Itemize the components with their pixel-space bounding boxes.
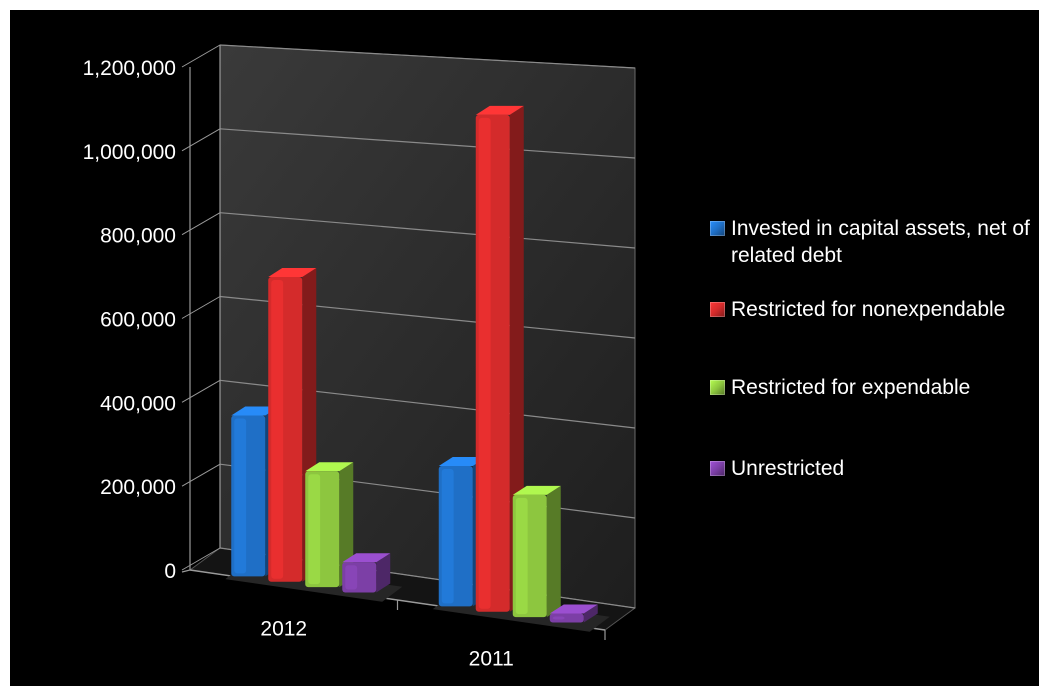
bar-highlight <box>515 497 528 615</box>
bar-top <box>268 268 317 278</box>
gridline <box>219 212 636 249</box>
bar <box>342 553 391 593</box>
legend-item-unrestricted: Unrestricted <box>710 455 1041 482</box>
bar-top <box>231 406 280 416</box>
x-tick-label: 2011 <box>469 648 514 671</box>
bar-top <box>305 462 354 472</box>
bar-top <box>549 604 598 614</box>
y-tick-label: 800,000 <box>100 225 176 248</box>
x-tick-label: 2012 <box>260 618 307 641</box>
chart-plot: 0 200,000 400,000 600,000 800,000 1,000,000 1,… <box>83 44 637 671</box>
legend-swatch-restricted-expendable <box>710 380 725 395</box>
y-tick <box>181 128 221 152</box>
legend-item-restricted-expendable: Restricted for expendable <box>710 374 1041 401</box>
y-tick-label: 1,200,000 <box>83 57 176 80</box>
y-tick <box>181 547 221 571</box>
gridline <box>219 128 636 159</box>
y-tick-label: 0 <box>164 560 176 583</box>
bar-highlight <box>234 418 247 574</box>
bar-highlight <box>345 565 358 590</box>
y-tick <box>181 212 221 236</box>
y-tick-label: 400,000 <box>100 392 176 415</box>
bar-side <box>583 604 598 623</box>
bar-side <box>509 105 524 612</box>
legend-label-unrestricted: Unrestricted <box>731 457 845 480</box>
bars <box>225 105 610 632</box>
y-tick <box>181 463 221 487</box>
y-tick-label: 200,000 <box>100 476 176 499</box>
bar-top <box>438 456 487 466</box>
bar-highlight <box>552 616 565 620</box>
bar-highlight <box>441 468 454 604</box>
legend-label-restricted-nonexpendable: Restricted for nonexpendable <box>731 298 1006 321</box>
bar-top <box>512 485 561 495</box>
bar-side <box>546 485 561 618</box>
legend-swatch-unrestricted <box>710 461 725 476</box>
bar <box>512 485 561 618</box>
bar-highlight <box>478 117 491 609</box>
legend-item-restricted-nonexpendable: Restricted for nonexpendable <box>710 296 1041 323</box>
legend-label-restricted-expendable: Restricted for expendable <box>731 376 971 399</box>
bar-top <box>475 105 524 115</box>
bar-top <box>342 553 391 563</box>
bar-side <box>339 462 354 588</box>
x-tick <box>181 569 191 573</box>
gridline <box>219 44 636 69</box>
bar <box>475 105 524 612</box>
chart-frame: 0 200,000 400,000 600,000 800,000 1,000,000 1,… <box>10 10 1039 686</box>
y-tick <box>181 379 221 403</box>
legend-item-invested: Invested in capital assets, net of relat… <box>710 215 1041 269</box>
gridlines <box>219 44 636 609</box>
bar <box>305 462 354 588</box>
legend-swatch-invested <box>710 221 725 236</box>
legend-swatch-restricted-nonexpendable <box>710 302 725 317</box>
bar-highlight <box>271 280 284 579</box>
axis-labels: 0 200,000 400,000 600,000 800,000 1,000,000 1,… <box>83 57 514 671</box>
bar <box>549 604 598 623</box>
bar-front <box>549 613 584 623</box>
y-tick-label: 1,000,000 <box>83 141 176 164</box>
bar-highlight <box>308 474 321 585</box>
bar-side <box>376 553 391 593</box>
y-tick <box>181 296 221 319</box>
y-tick-label: 600,000 <box>100 309 176 332</box>
y-tick <box>181 44 221 68</box>
legend-label-invested: Invested in capital assets, net of relat… <box>731 217 1030 267</box>
